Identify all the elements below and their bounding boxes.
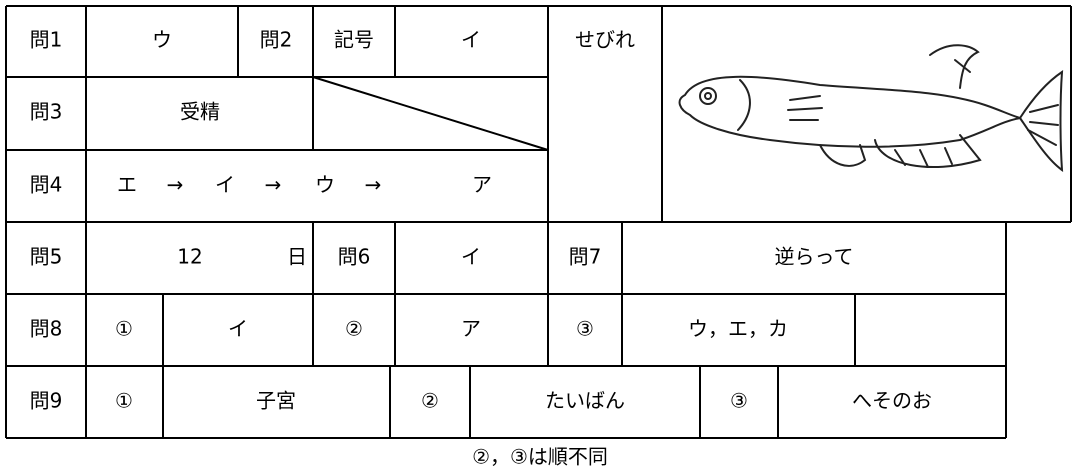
answer-cell: ③ (576, 317, 594, 341)
answer-cell: ア (461, 317, 481, 341)
answer-cell: ① (115, 389, 133, 413)
answer-cell: → (265, 173, 282, 197)
answer-cell: 子宮 (256, 389, 296, 413)
question-label: 問1 (30, 28, 63, 52)
question-label: 問8 (30, 317, 63, 341)
answer-cell: ア (472, 173, 492, 197)
question-label: 問5 (30, 245, 63, 269)
answer-cell: イ (228, 317, 248, 341)
answer-cell: → (365, 173, 382, 197)
answer-cell: 問7 (569, 245, 602, 269)
answer-cell: イ (215, 173, 235, 197)
answer-cell: イ (461, 245, 481, 269)
answer-cell: エ (117, 173, 137, 197)
answer-cell: 記号 (334, 28, 374, 52)
answer-cell: 受精 (180, 100, 220, 124)
question-label: 問9 (30, 389, 63, 413)
answer-cell: ① (115, 317, 133, 341)
answer-cell: ウ，エ，カ (688, 317, 788, 341)
diagonal-strike (312, 76, 549, 151)
answer-cell: ウ (315, 173, 335, 197)
answer-cell: イ (461, 28, 481, 52)
question-label: 問4 (30, 173, 63, 197)
answer-cell: 逆らって (775, 245, 854, 269)
question-label: 問3 (30, 100, 63, 124)
answer-cell: ② (421, 389, 439, 413)
answer-cell: ウ (152, 28, 172, 52)
answer-cell: → (167, 173, 184, 197)
table-cells: 問1 ウ問2 記号イせびれ問3 受精問4 エ → イ → ウ → ア問5 12 日問6 イ問7 逆らって問8… (30, 28, 932, 469)
answer-cell: 問2 (260, 28, 293, 52)
fish-sketch (678, 44, 1064, 173)
answer-cell: 問6 (338, 245, 371, 269)
answer-cell: ③ (730, 389, 748, 413)
footnote: ②，③は順不同 (472, 445, 608, 469)
answer-cell: せびれ (575, 28, 635, 52)
table-lines (5, 5, 1072, 439)
answer-cell: ② (345, 317, 363, 341)
answer-cell: 12 (177, 245, 202, 269)
answer-cell: たいばん (545, 389, 625, 413)
answer-cell: へそのお (852, 389, 932, 413)
answer-cell: 日 (287, 245, 307, 269)
